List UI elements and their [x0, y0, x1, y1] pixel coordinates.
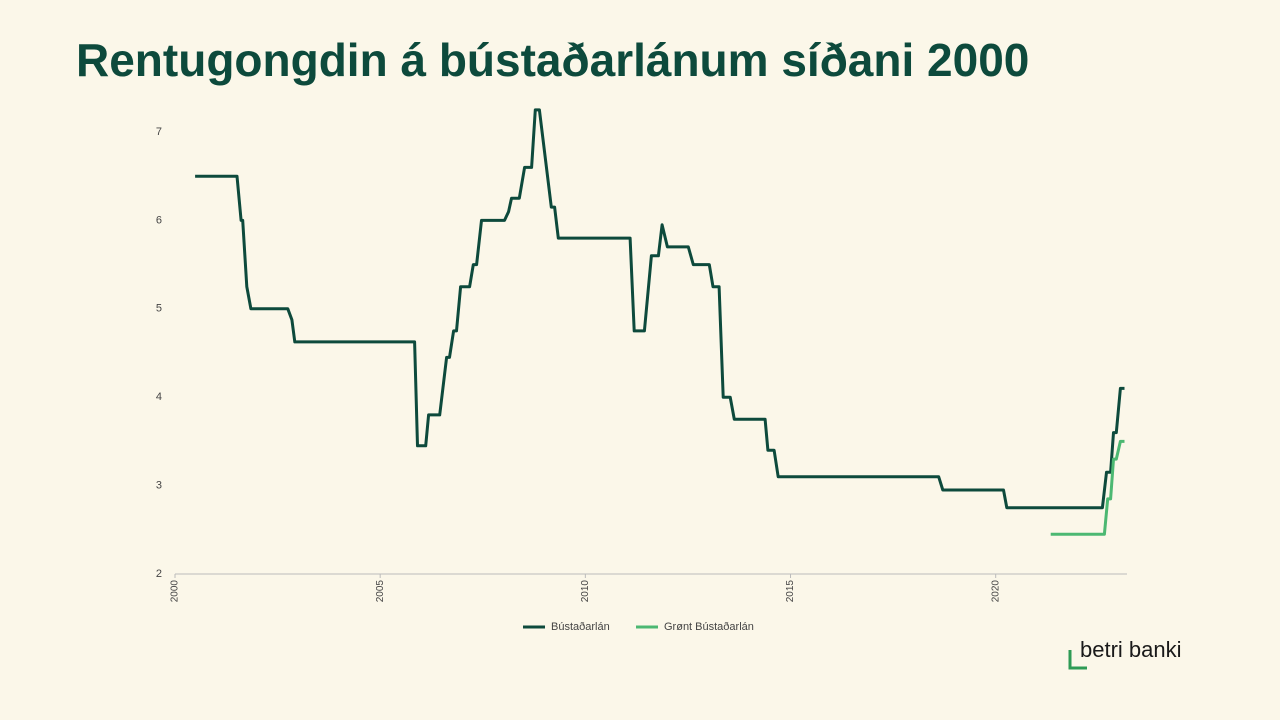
- legend-label: Grønt Bústaðarlán: [664, 621, 754, 633]
- x-tick-label: 2005: [375, 580, 386, 603]
- x-tick-label: 2020: [990, 580, 1001, 603]
- y-tick-label: 7: [156, 126, 162, 138]
- y-tick-label: 6: [156, 214, 162, 226]
- series-line: [1050, 439, 1125, 536]
- x-tick-label: 2010: [580, 580, 591, 603]
- legend-label: Bústaðarlán: [551, 621, 610, 633]
- y-tick-label: 2: [156, 568, 162, 580]
- series-line: [195, 108, 1125, 510]
- x-tick-label: 2015: [785, 580, 796, 603]
- logo-mark: [1068, 650, 1087, 670]
- y-tick-label: 3: [156, 480, 162, 492]
- x-tick-label: 2000: [170, 580, 181, 603]
- logo: betri banki: [1080, 637, 1182, 662]
- y-tick-label: 4: [156, 391, 162, 403]
- y-tick-label: 5: [156, 303, 162, 315]
- chart-title: Rentugongdin á bústaðarlánum síðani 2000: [76, 34, 1029, 86]
